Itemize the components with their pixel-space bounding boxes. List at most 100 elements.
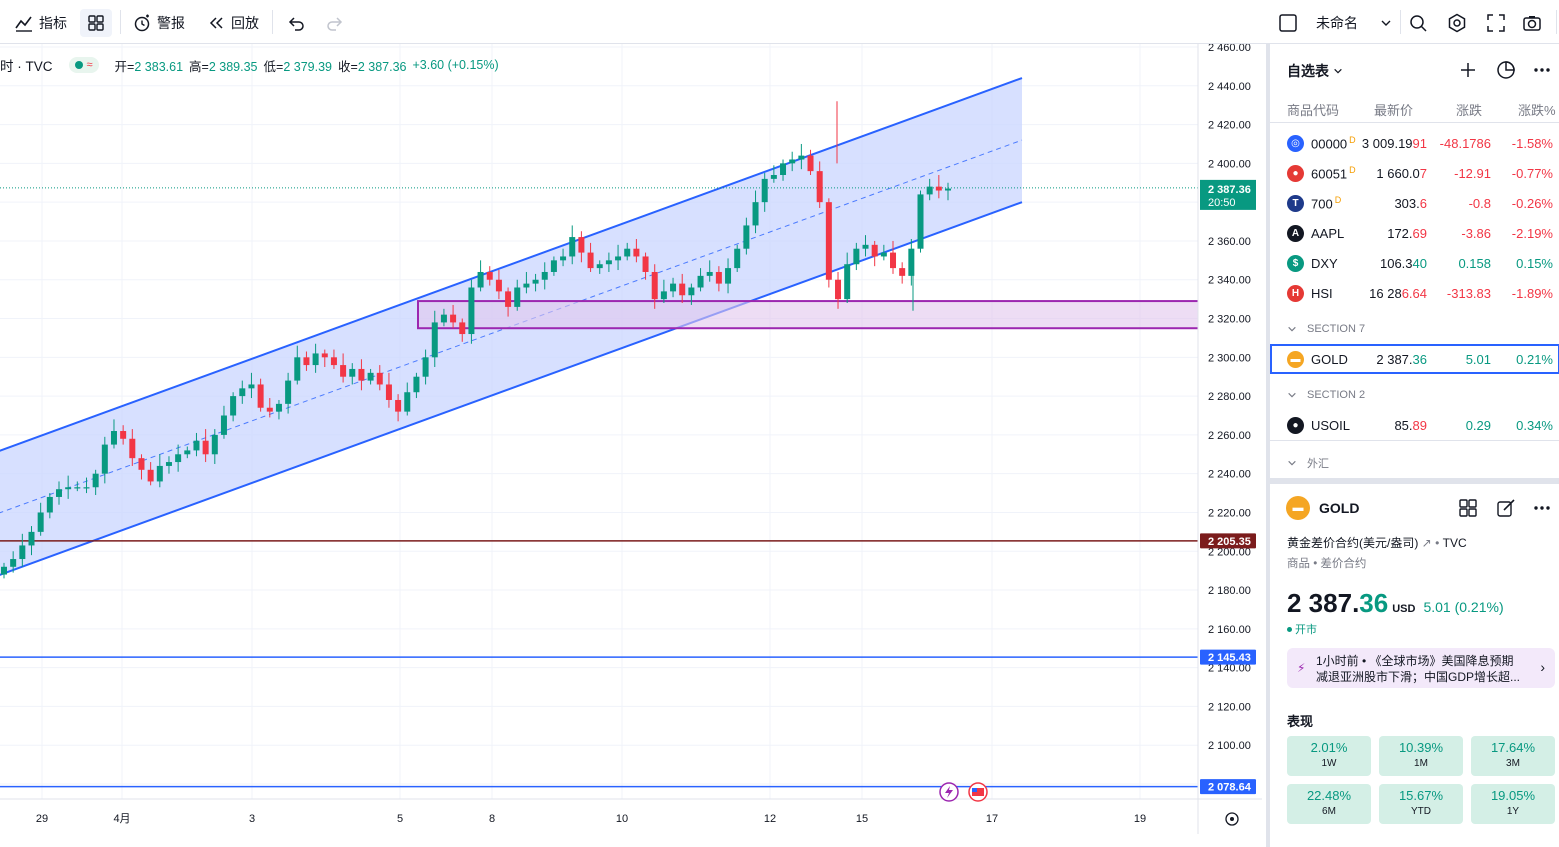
layouts-button[interactable]	[80, 9, 112, 37]
watchlist-row[interactable]: T 700 D 303.6 -0.8 -0.26%	[1270, 188, 1559, 218]
watchlist-row-usoil[interactable]: ● USOIL 85.89 0.29 0.34%	[1270, 410, 1559, 440]
performance-value: 15.67%	[1398, 788, 1444, 803]
candle-body	[624, 248, 631, 257]
axis-settings-button[interactable]	[1225, 812, 1239, 826]
candle-body	[761, 178, 768, 203]
alerts-label: 警报	[157, 15, 185, 31]
row-chg: -3.86	[1461, 225, 1491, 241]
candle-body	[37, 512, 44, 532]
snapshot-button[interactable]	[1522, 9, 1542, 37]
row-code: 60051 D	[1311, 164, 1356, 182]
performance-card-3m[interactable]: 17.64% 3M	[1471, 736, 1555, 776]
news-card[interactable]: ⚡ 1小时前 • 《全球市场》美国降息预期 减退亚洲股市下滑；中国GDP增长超.…	[1287, 648, 1555, 688]
col-chg[interactable]: 涨跌	[1456, 103, 1483, 118]
row-code: USOIL	[1311, 417, 1351, 433]
alerts-button[interactable]: 警报	[132, 9, 185, 37]
performance-value: 17.64%	[1490, 740, 1536, 755]
candle-body	[706, 271, 713, 276]
edit-icon[interactable]	[1495, 497, 1517, 519]
candle-body	[321, 353, 328, 358]
candle-body	[862, 244, 869, 249]
layout-name-dropdown[interactable]: 未命名	[1316, 9, 1392, 37]
market-status-pill[interactable]: ≈	[68, 57, 99, 73]
time-tick-label: 19	[1134, 813, 1146, 825]
col-pct[interactable]: 涨跌%	[1518, 103, 1556, 118]
watchlist-row[interactable]: ◎ 00000 D 3 009.1991 -48.1786 -1.58%	[1270, 128, 1559, 158]
performance-card-1w[interactable]: 2.01% 1W	[1287, 736, 1371, 776]
legend-low: 低=2 379.39	[263, 59, 332, 74]
details-change: 5.01 (0.21%)	[1423, 599, 1504, 615]
legend-symbol[interactable]: 时 · TVC	[0, 59, 53, 74]
performance-title: 表现	[1287, 714, 1314, 729]
forex-section-label: 外汇	[1307, 458, 1329, 470]
col-code[interactable]: 商品代码	[1287, 103, 1340, 118]
fullscreen-button[interactable]	[1486, 9, 1506, 37]
watchlist-row-gold[interactable]: ▬ GOLD 2 387.36 5.01 0.21%	[1270, 344, 1559, 374]
redo-button[interactable]	[325, 9, 345, 37]
support-zone-rectangle[interactable]	[417, 300, 1209, 330]
undo-button[interactable]	[286, 9, 306, 37]
lightning-icon	[945, 786, 953, 798]
section-7-header[interactable]: SECTION 7	[1287, 323, 1365, 335]
symbol-logo-icon: T	[1287, 194, 1304, 212]
watchlist-row[interactable]: ● 60051 D 1 660.07 -12.91 -0.77%	[1270, 158, 1559, 188]
watchlist-row[interactable]: H HSI 16 286.64 -313.83 -1.89%	[1270, 278, 1559, 308]
performance-card-1y[interactable]: 19.05% 1Y	[1471, 784, 1555, 824]
candle-body	[789, 159, 796, 164]
price-tick-label: 2 220.00	[1208, 507, 1251, 519]
performance-card-1m[interactable]: 10.39% 1M	[1379, 736, 1463, 776]
price-axis[interactable]: 2 460.002 440.002 420.002 400.002 380.00…	[1208, 44, 1251, 791]
event-markers	[939, 782, 988, 802]
time-tick-label: 10	[616, 813, 628, 825]
settings-button[interactable]	[1447, 9, 1467, 37]
row-chg: 5.01	[1465, 351, 1491, 367]
time-axis[interactable]: 29 4月 3 5 8 10 12 15 17 19	[36, 813, 1146, 825]
delayed-flag: D	[1334, 194, 1342, 205]
layout-toggle-button[interactable]	[1278, 9, 1298, 37]
details-description[interactable]: 黄金差价合约(美元/盎司)	[1287, 536, 1419, 550]
camera-icon	[1523, 16, 1541, 31]
performance-card-ytd[interactable]: 15.67% YTD	[1379, 784, 1463, 824]
candle-body	[807, 155, 814, 172]
level-price-label-bg	[1200, 649, 1256, 665]
external-link-icon[interactable]: ↗	[1421, 536, 1432, 550]
forex-section-header[interactable]: 外汇	[1287, 455, 1329, 471]
watchlist-title-dropdown[interactable]: 自选表	[1287, 61, 1343, 81]
candle-body	[101, 444, 108, 474]
candle-body	[917, 194, 924, 249]
replay-button[interactable]: 回放	[207, 9, 259, 37]
candle-body	[28, 531, 35, 546]
current-price-label: 2 387.36	[1208, 184, 1251, 196]
candle-body	[120, 431, 127, 439]
performance-card-6m[interactable]: 22.48% 6M	[1287, 784, 1371, 824]
performance-value: 22.48%	[1306, 788, 1352, 803]
candle-body	[926, 186, 933, 195]
col-last[interactable]: 最新价	[1374, 103, 1414, 118]
symbol-logo-icon: $	[1287, 254, 1304, 272]
more-options-icon[interactable]	[1532, 64, 1552, 76]
watchlist-row[interactable]: A AAPL 172.69 -3.86 -2.19%	[1270, 218, 1559, 248]
panel-splitter[interactable]	[1270, 478, 1559, 484]
candle-body	[175, 454, 182, 463]
channel-lower-line[interactable]	[0, 201, 1023, 578]
price-tick-label: 2 180.00	[1208, 585, 1251, 597]
indicators-button[interactable]: 指标	[14, 9, 67, 37]
channel-upper-line[interactable]	[0, 77, 1023, 454]
price-chart[interactable]: 2 460.002 440.002 420.002 400.002 380.00…	[0, 44, 1262, 834]
advanced-view-icon[interactable]	[1495, 59, 1517, 81]
section-2-header[interactable]: SECTION 2	[1287, 389, 1365, 401]
quick-search-button[interactable]	[1408, 9, 1428, 37]
price-tick-label: 2 440.00	[1208, 81, 1251, 93]
candle-body	[697, 275, 704, 288]
grid-icon[interactable]	[1457, 497, 1479, 519]
more-options-icon[interactable]	[1532, 502, 1552, 514]
countdown-label: 20:50	[1208, 197, 1236, 209]
watchlist-row[interactable]: $ DXY 106.340 0.158 0.15%	[1270, 248, 1559, 278]
candle-body	[285, 380, 292, 404]
section-7-label: SECTION 7	[1307, 323, 1366, 335]
add-symbol-icon[interactable]	[1458, 60, 1478, 80]
level-price-label: 2 145.43	[1208, 652, 1251, 664]
candle-body	[450, 314, 457, 323]
row-chg: -0.8	[1468, 195, 1491, 211]
candle-body	[413, 376, 420, 393]
